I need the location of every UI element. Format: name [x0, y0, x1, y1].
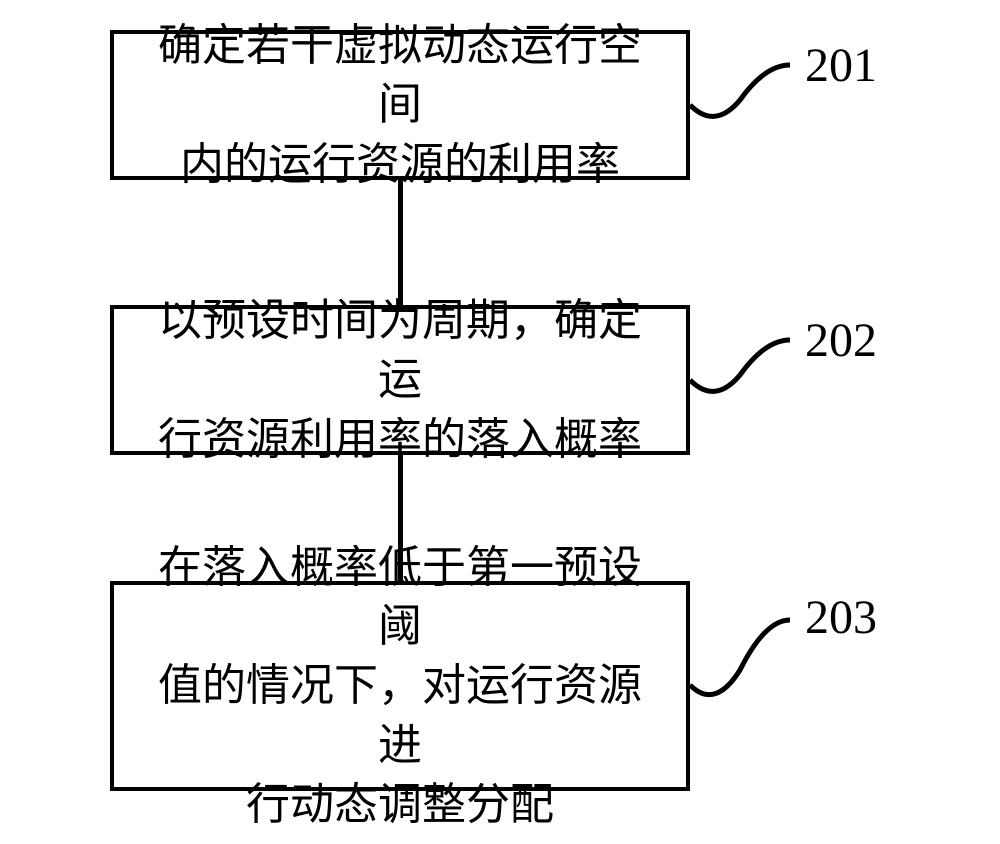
- node-3-label: 203: [805, 590, 877, 645]
- connector-1-2: [398, 180, 403, 305]
- node-2-label: 202: [805, 313, 877, 368]
- node-3-text: 在落入概率低于第一预设阈 值的情况下，对运行资源进 行动态调整分配: [144, 538, 656, 835]
- flowchart-node-1: 确定若干虚拟动态运行空间 内的运行资源的利用率: [110, 30, 690, 180]
- node-1-label: 201: [805, 38, 877, 93]
- flowchart-node-2: 以预设时间为周期，确定运 行资源利用率的落入概率: [110, 305, 690, 455]
- flowchart-container: 确定若干虚拟动态运行空间 内的运行资源的利用率 201 以预设时间为周期，确定运…: [60, 20, 940, 824]
- wave-connector-3: [690, 600, 800, 710]
- node-2-text: 以预设时间为周期，确定运 行资源利用率的落入概率: [144, 291, 656, 469]
- node-1-text: 确定若干虚拟动态运行空间 内的运行资源的利用率: [144, 16, 656, 194]
- wave-connector-1: [690, 50, 800, 130]
- wave-connector-2: [690, 325, 800, 405]
- flowchart-node-3: 在落入概率低于第一预设阈 值的情况下，对运行资源进 行动态调整分配: [110, 581, 690, 791]
